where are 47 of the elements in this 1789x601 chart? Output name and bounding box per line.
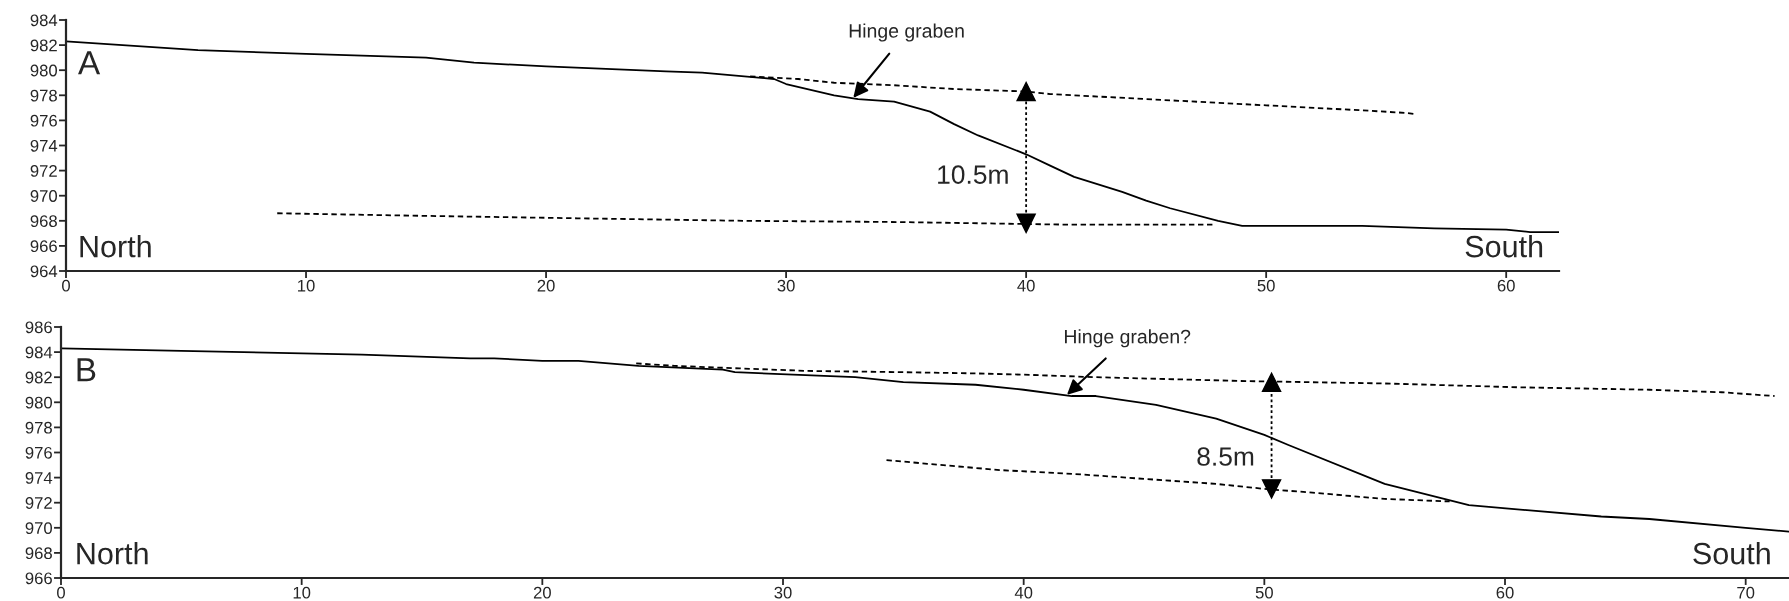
annotation: Hinge graben (849, 23, 964, 42)
x-tick-label: 10 (293, 586, 311, 599)
y-tick-label: 964 (30, 265, 58, 278)
y-tick-label: 986 (25, 321, 52, 334)
x-tick-label: 30 (774, 586, 792, 599)
y-tick-label: 978 (25, 421, 52, 434)
y-tick-label: 980 (30, 64, 58, 77)
x-tick-label: 0 (57, 586, 65, 599)
annotation: Hinge graben? (1064, 329, 1191, 348)
annotation: South (1693, 541, 1770, 565)
y-tick-label: 980 (25, 396, 53, 409)
y-tick-label: 982 (25, 371, 52, 384)
x-tick-label: 20 (537, 279, 555, 292)
annotation: 8.5m (1197, 447, 1254, 466)
x-tick-label: 70 (1737, 586, 1755, 599)
y-tick-label: 974 (30, 139, 58, 152)
y-tick-label: 972 (25, 497, 52, 509)
x-tick-label: 60 (1496, 586, 1514, 599)
y-tick-label: 966 (30, 240, 57, 253)
x-tick-label: 50 (1255, 586, 1273, 599)
y-tick-label: 984 (30, 14, 58, 27)
x-tick-label: 50 (1257, 279, 1275, 292)
y-tick-label: 970 (25, 522, 53, 534)
y-tick-label: 968 (25, 547, 52, 560)
x-tick-label: 40 (1014, 586, 1033, 599)
y-tick-label: 974 (25, 472, 53, 484)
y-tick-label: 982 (30, 39, 57, 52)
annotation: B (77, 358, 96, 382)
annotation: 10.5m (938, 165, 1008, 184)
y-tick-label: 976 (25, 446, 52, 459)
x-tick-label: 10 (298, 279, 315, 292)
x-tick-label: 60 (1497, 279, 1515, 292)
y-tick-label: 968 (30, 215, 57, 227)
annotation: North (77, 541, 148, 565)
y-tick-label: 966 (25, 572, 52, 585)
y-tick-label: 970 (30, 190, 58, 202)
annotation: South (1465, 234, 1543, 258)
annotation: A (78, 51, 101, 75)
y-tick-label: 984 (25, 346, 53, 359)
annotation: North (80, 234, 151, 258)
y-tick-label: 978 (30, 89, 57, 102)
x-tick-label: 0 (62, 279, 70, 292)
x-tick-label: 20 (533, 586, 551, 599)
y-tick-label: 976 (30, 114, 57, 127)
x-tick-label: 30 (777, 279, 795, 292)
y-tick-label: 972 (30, 165, 57, 177)
x-tick-label: 40 (1017, 279, 1035, 292)
